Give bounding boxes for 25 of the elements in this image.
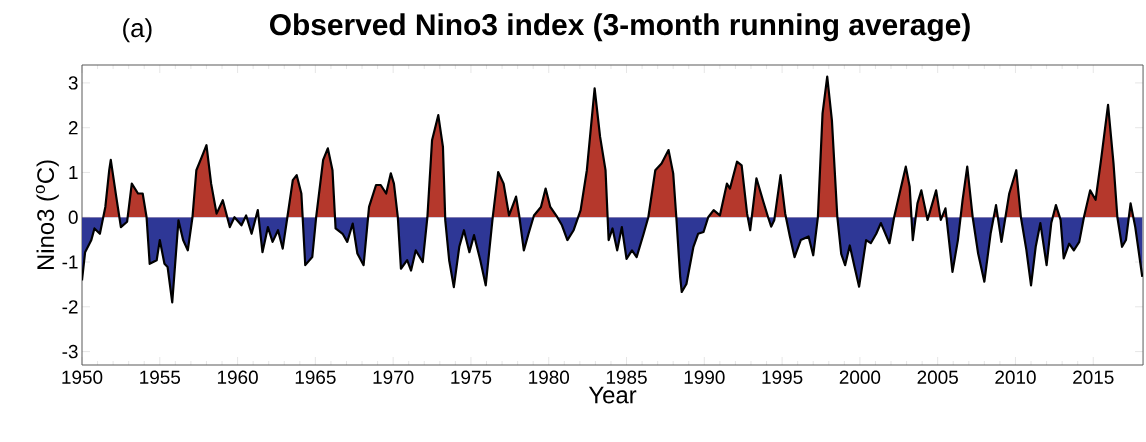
chart-title: Observed Nino3 index (3-month running average) bbox=[269, 13, 970, 42]
x-tick-label: 1955 bbox=[140, 370, 181, 384]
x-tick-label: 2010 bbox=[995, 370, 1036, 384]
y-tick-label: 0 bbox=[68, 210, 78, 224]
y-tick-label: 2 bbox=[68, 121, 78, 135]
x-tick-label: 1970 bbox=[373, 370, 414, 384]
x-tick-label: 1980 bbox=[529, 370, 570, 384]
y-tick-label: -1 bbox=[62, 255, 78, 269]
x-tick-label: 2015 bbox=[1073, 370, 1114, 384]
x-tick-label: 1950 bbox=[62, 370, 103, 384]
x-tick-label: 1985 bbox=[606, 370, 647, 384]
y-tick-label: -3 bbox=[62, 344, 78, 359]
x-tick-label: 2005 bbox=[917, 370, 958, 384]
x-tick-label: 1960 bbox=[217, 370, 258, 384]
x-axis-title: Year bbox=[588, 386, 637, 404]
x-tick-label: 1995 bbox=[762, 370, 803, 384]
text: (a) bbox=[123, 18, 152, 43]
x-tick-label: 1990 bbox=[684, 370, 725, 384]
x-tick-label: 2000 bbox=[839, 370, 881, 384]
x-tick-label: 1965 bbox=[295, 370, 336, 384]
y-tick-label: 3 bbox=[68, 76, 78, 90]
x-tick-label: 1975 bbox=[451, 370, 492, 384]
y-tick-label: 1 bbox=[69, 165, 78, 179]
y-tick-label: -2 bbox=[62, 300, 78, 314]
y-axis-title: Nino3 ($^{o}$C) bbox=[35, 160, 59, 270]
